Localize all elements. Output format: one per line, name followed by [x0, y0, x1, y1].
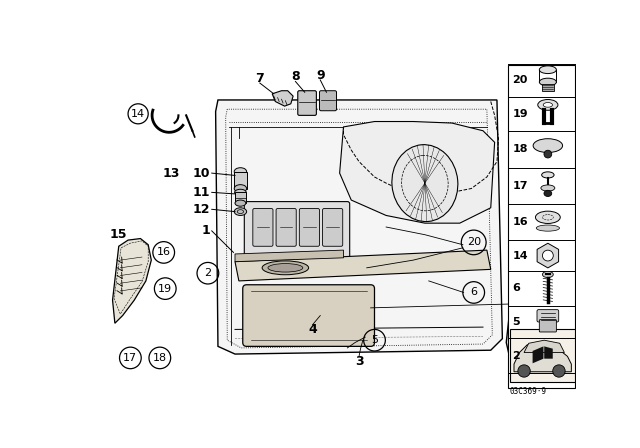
Text: 18: 18	[153, 353, 167, 363]
FancyBboxPatch shape	[300, 208, 319, 246]
Ellipse shape	[602, 313, 612, 319]
Text: 18: 18	[512, 145, 528, 155]
Polygon shape	[113, 238, 151, 323]
Ellipse shape	[544, 150, 552, 158]
FancyBboxPatch shape	[323, 208, 343, 246]
Text: 3: 3	[355, 355, 364, 368]
Text: 15: 15	[110, 228, 127, 241]
FancyBboxPatch shape	[541, 84, 554, 90]
FancyBboxPatch shape	[243, 285, 374, 346]
FancyBboxPatch shape	[537, 310, 559, 322]
Ellipse shape	[536, 211, 560, 224]
Ellipse shape	[538, 99, 558, 110]
Text: 20: 20	[512, 76, 527, 86]
Text: 10: 10	[193, 167, 211, 180]
Text: 19: 19	[512, 109, 528, 119]
FancyBboxPatch shape	[319, 90, 337, 111]
FancyBboxPatch shape	[244, 202, 349, 260]
Text: 9: 9	[316, 69, 324, 82]
Ellipse shape	[634, 313, 640, 319]
Polygon shape	[544, 346, 553, 359]
Ellipse shape	[543, 271, 553, 278]
FancyBboxPatch shape	[253, 208, 273, 246]
Ellipse shape	[541, 185, 555, 191]
Text: 16: 16	[157, 247, 171, 258]
Polygon shape	[216, 100, 502, 354]
Ellipse shape	[540, 313, 550, 319]
Ellipse shape	[262, 261, 308, 275]
Text: 6: 6	[512, 283, 520, 293]
Text: 17: 17	[124, 353, 138, 363]
Text: 2: 2	[204, 268, 211, 278]
Circle shape	[543, 250, 553, 261]
Text: 20: 20	[467, 237, 481, 247]
Ellipse shape	[540, 66, 556, 73]
Text: 1: 1	[201, 224, 210, 237]
Text: 16: 16	[512, 217, 528, 227]
Polygon shape	[235, 250, 491, 281]
Text: 4: 4	[308, 323, 317, 336]
Ellipse shape	[234, 208, 246, 215]
FancyBboxPatch shape	[540, 320, 556, 332]
Text: 14: 14	[131, 109, 145, 119]
Bar	[508, 65, 575, 388]
Ellipse shape	[540, 78, 556, 86]
Text: 5: 5	[371, 335, 378, 345]
Ellipse shape	[234, 168, 246, 176]
Ellipse shape	[537, 344, 559, 355]
Ellipse shape	[572, 313, 580, 319]
Text: 6: 6	[470, 288, 477, 297]
FancyBboxPatch shape	[234, 172, 246, 189]
Text: 19: 19	[158, 284, 172, 293]
FancyBboxPatch shape	[540, 357, 556, 366]
Text: 13: 13	[163, 167, 180, 180]
Text: 7: 7	[255, 72, 264, 85]
Text: 8: 8	[291, 70, 300, 83]
Ellipse shape	[544, 190, 552, 197]
FancyBboxPatch shape	[235, 192, 246, 203]
Ellipse shape	[533, 139, 563, 153]
Text: 11: 11	[193, 186, 211, 199]
Text: 5: 5	[512, 317, 520, 327]
Ellipse shape	[234, 185, 246, 192]
Bar	[510, 329, 575, 382]
Ellipse shape	[543, 103, 552, 107]
Circle shape	[518, 365, 531, 377]
Text: 2: 2	[512, 351, 520, 361]
Ellipse shape	[536, 225, 559, 231]
FancyBboxPatch shape	[298, 90, 316, 116]
Circle shape	[553, 365, 565, 377]
FancyBboxPatch shape	[276, 208, 296, 246]
Text: 14: 14	[512, 250, 528, 261]
Polygon shape	[514, 343, 572, 372]
Text: 17: 17	[512, 181, 528, 191]
Polygon shape	[524, 340, 564, 353]
Ellipse shape	[268, 263, 303, 272]
Polygon shape	[532, 346, 543, 363]
Polygon shape	[235, 250, 344, 262]
Polygon shape	[272, 90, 293, 106]
Text: 03C369·9: 03C369·9	[509, 387, 546, 396]
Text: 12: 12	[193, 203, 211, 216]
Ellipse shape	[235, 189, 246, 195]
Ellipse shape	[235, 200, 246, 206]
Polygon shape	[506, 285, 640, 370]
Polygon shape	[340, 121, 495, 223]
Ellipse shape	[541, 172, 554, 178]
Ellipse shape	[392, 145, 458, 222]
